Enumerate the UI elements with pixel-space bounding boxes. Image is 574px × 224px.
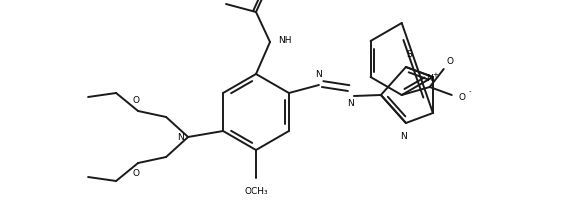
Text: -: - (468, 88, 471, 94)
Text: N: N (347, 99, 354, 108)
Text: O: O (458, 93, 466, 101)
Text: N: N (316, 70, 322, 79)
Text: OCH₃: OCH₃ (244, 187, 268, 196)
Text: O: O (133, 169, 139, 178)
Text: O: O (133, 96, 139, 105)
Text: O: O (446, 56, 453, 65)
Text: NH: NH (278, 35, 292, 45)
Text: N: N (426, 74, 433, 83)
Text: +: + (432, 72, 437, 78)
Text: N: N (177, 133, 184, 142)
Text: N: N (401, 132, 408, 141)
Text: S: S (406, 50, 412, 59)
